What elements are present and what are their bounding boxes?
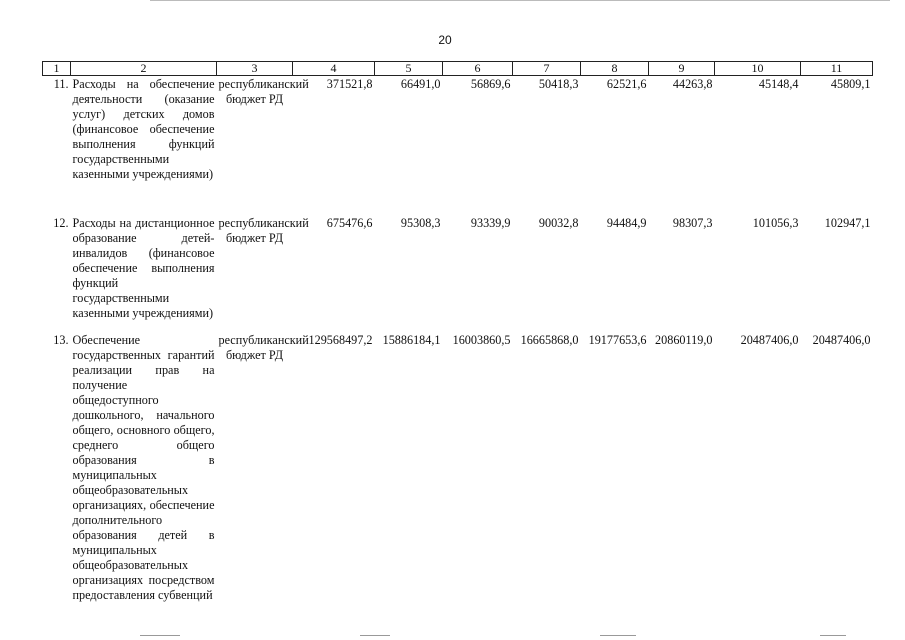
row-source: республиканский бюджет РД (218, 216, 309, 245)
row-value: 56869,6 (470, 77, 511, 91)
row-value: 20487406,0 (812, 333, 871, 347)
col-header-5: 5 (374, 61, 443, 76)
row-value: 66491,0 (400, 77, 441, 91)
row-index: 12. (53, 216, 69, 230)
row-value: 93339,9 (470, 216, 511, 230)
row-value: 44263,8 (672, 77, 713, 91)
scan-artifact (600, 635, 636, 636)
col-header-9: 9 (648, 61, 715, 76)
col-header-10: 10 (714, 61, 801, 76)
page-number: 20 (438, 33, 452, 47)
row-description: Расходы на обеспечение деятельности (ока… (72, 77, 215, 181)
row-value: 371521,8 (326, 77, 373, 91)
row-description: Обеспечение государственных гарантий реа… (72, 333, 215, 602)
row-source: республиканский бюджет РД (218, 333, 309, 362)
col-header-8: 8 (580, 61, 649, 76)
row-value: 16665868,0 (520, 333, 579, 347)
row-index: 13. (53, 333, 69, 347)
col-header-3: 3 (216, 61, 293, 76)
row-value: 16003860,5 (452, 333, 511, 347)
row-value: 20860119,0 (655, 333, 713, 347)
row-value: 62521,6 (606, 77, 647, 91)
table-row: 13. Обеспечение государственных гарантий… (43, 332, 873, 603)
row-value: 675476,6 (326, 216, 373, 230)
table-row: 12. Расходы на дистанционное образование… (43, 215, 873, 332)
col-header-1: 1 (42, 61, 71, 76)
col-header-2: 2 (70, 61, 217, 76)
scan-artifact (360, 635, 390, 636)
row-value: 20487406,0 (740, 333, 799, 347)
row-value: 95308,3 (400, 216, 441, 230)
row-value: 45148,4 (758, 77, 799, 91)
col-header-7: 7 (512, 61, 581, 76)
row-value: 90032,8 (538, 216, 579, 230)
row-value: 94484,9 (606, 216, 647, 230)
header-row: 1 2 3 4 5 6 7 8 9 10 11 (42, 61, 873, 76)
row-value: 50418,3 (538, 77, 579, 91)
row-value: 129568497,2 (308, 333, 373, 347)
table-row: 11. Расходы на обеспечение деятельности … (43, 76, 873, 216)
col-header-6: 6 (442, 61, 513, 76)
row-source: республиканский бюджет РД (218, 77, 309, 106)
row-value: 101056,3 (752, 216, 799, 230)
row-value: 19177653,6 (588, 333, 647, 347)
col-header-11: 11 (800, 61, 873, 76)
row-value: 45809,1 (830, 77, 871, 91)
row-description: Расходы на дистанционное образование дет… (72, 216, 215, 320)
scan-artifact (140, 635, 180, 636)
row-value: 98307,3 (672, 216, 713, 230)
scan-artifact (820, 635, 846, 636)
scan-top-edge (150, 0, 890, 2)
row-index: 11. (53, 77, 69, 91)
row-value: 102947,1 (824, 216, 871, 230)
col-header-4: 4 (292, 61, 375, 76)
budget-table: 1 2 3 4 5 6 7 8 9 10 11 11. Расходы на о… (42, 61, 873, 603)
row-value: 15886184,1 (382, 333, 441, 347)
